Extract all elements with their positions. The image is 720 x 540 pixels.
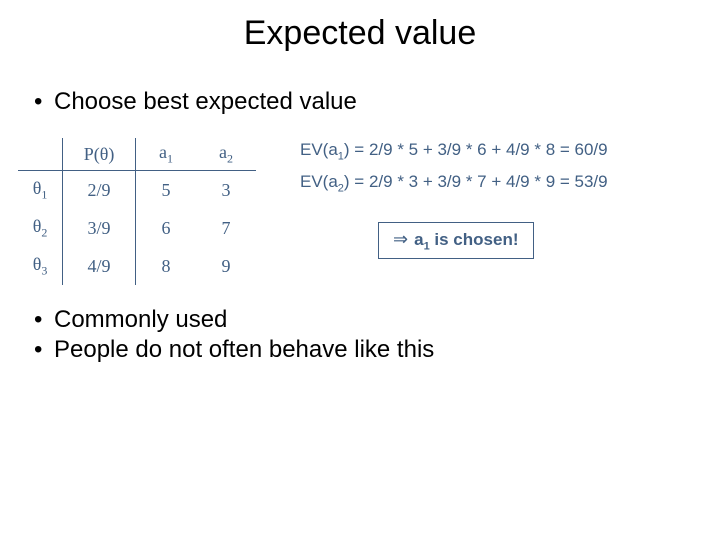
slide: Expected value •Choose best expected val… [0,0,720,540]
state-sub: 2 [41,225,47,239]
bullet-top: •Choose best expected value [34,88,357,116]
ev-label: EV(a [300,140,338,159]
ev2-rhs: ) = 2/9 * 3 + 3/9 * 7 + 4/9 * 9 = 53/9 [344,172,608,191]
header-a2-base: a [219,142,227,162]
result-suffix: is chosen! [430,230,519,249]
bullets-bottom: •Commonly used •People do not often beha… [34,306,434,366]
header-a2-sub: 2 [227,151,233,165]
prob-cell: 3/9 [63,209,136,247]
header-a1-sub: 1 [167,151,173,165]
a1-cell: 6 [136,209,197,247]
equation-ev1: EV(a1) = 2/9 * 5 + 3/9 * 6 + 4/9 * 8 = 6… [300,140,608,162]
bullet-dot-icon: • [34,88,54,116]
ev-label: EV(a [300,172,338,191]
bullet-row: •Commonly used [34,306,434,334]
result-a-base: a [414,230,423,249]
header-prob: P(θ) [63,138,136,171]
table-row: θ3 4/9 8 9 [18,247,256,285]
bullet-dot-icon: • [34,306,54,334]
table-row: θ1 2/9 5 3 [18,171,256,210]
table-header-row: P(θ) a1 a2 [18,138,256,171]
table-row: θ2 3/9 6 7 [18,209,256,247]
a1-cell: 8 [136,247,197,285]
equation-ev2: EV(a2) = 2/9 * 3 + 3/9 * 7 + 4/9 * 9 = 5… [300,172,608,194]
a2-cell: 9 [196,247,256,285]
header-a2: a2 [196,138,256,171]
state-cell: θ2 [18,209,63,247]
prob-cell: 2/9 [63,171,136,210]
bullet-text: People do not often behave like this [54,336,434,363]
a2-cell: 3 [196,171,256,210]
equations-block: EV(a1) = 2/9 * 5 + 3/9 * 6 + 4/9 * 8 = 6… [300,140,608,205]
state-cell: θ3 [18,247,63,285]
state-cell: θ1 [18,171,63,210]
payoff-table: P(θ) a1 a2 θ1 2/9 5 3 θ2 3/9 6 7 θ3 4/9 … [18,138,256,285]
header-empty [18,138,63,171]
prob-cell: 4/9 [63,247,136,285]
bullet-text: Commonly used [54,306,227,333]
a1-cell: 5 [136,171,197,210]
bullet-dot-icon: • [34,336,54,364]
bullet-top-text: Choose best expected value [54,88,357,115]
bullet-row: •People do not often behave like this [34,336,434,364]
result-box: ⇒a1 is chosen! [378,222,534,259]
header-a1-base: a [159,142,167,162]
a2-cell: 7 [196,209,256,247]
ev1-rhs: ) = 2/9 * 5 + 3/9 * 6 + 4/9 * 8 = 60/9 [344,140,608,159]
state-sub: 1 [41,187,47,201]
state-sub: 3 [41,263,47,277]
header-a1: a1 [136,138,197,171]
slide-title: Expected value [0,14,720,53]
implies-arrow-icon: ⇒ [393,229,408,249]
